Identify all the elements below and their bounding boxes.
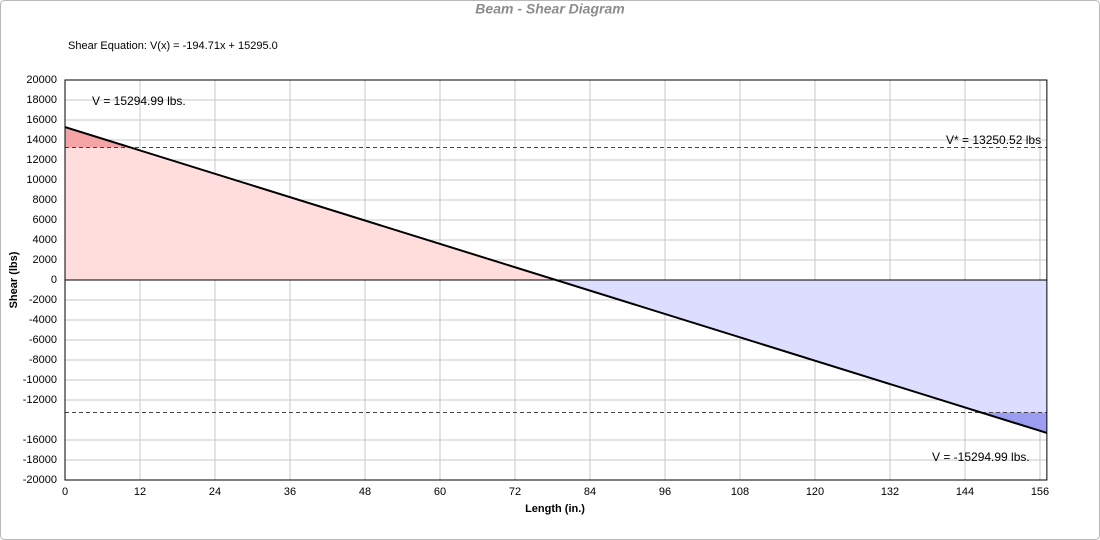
plot-border [64,79,1048,481]
y-tick-label: 6000 [33,214,57,226]
x-tick-label: 48 [359,486,371,498]
chart-title: Beam - Shear Diagram [475,1,624,17]
x-tick-label: 96 [659,486,671,498]
y-tick-label: 14000 [26,134,57,146]
y-tick-label: -2000 [29,294,57,306]
x-tick-label: 0 [62,486,68,498]
x-tick-label: 12 [134,486,146,498]
y-axis-label: Shear (lbs) [8,251,20,308]
x-tick-label: 60 [434,486,446,498]
shear-line [64,126,1048,434]
y-tick-label: 0 [51,274,57,286]
y-tick-label: -10000 [23,374,57,386]
y-tick-label: 20000 [26,74,57,86]
y-tick-label: -12000 [23,394,57,406]
y-tick-label: -8000 [29,354,57,366]
y-tick-label: 16000 [26,114,57,126]
y-tick-label: 2000 [33,254,57,266]
y-tick-label: -6000 [29,334,57,346]
x-tick-label: 132 [881,486,899,498]
y-tick-label: -4000 [29,314,57,326]
exceed-positive-area [65,127,131,148]
annotation: V = -15294.99 lbs. [932,450,1030,464]
annotation: V* = 13250.52 lbs [946,133,1041,147]
y-tick-label: 18000 [26,94,57,106]
x-tick-label: 156 [1031,486,1049,498]
x-tick-label: 72 [509,486,521,498]
annotation: V = 15294.99 lbs. [92,94,186,108]
y-tick-label: 12000 [26,154,57,166]
x-tick-label: 144 [956,486,974,498]
x-tick-label: 36 [284,486,296,498]
x-axis-label: Length (in.) [525,503,585,515]
y-tick-label: 8000 [33,194,57,206]
y-tick-label: -18000 [23,454,57,466]
y-tick-label: 10000 [26,174,57,186]
x-tick-label: 24 [209,486,221,498]
y-tick-label: -20000 [23,474,57,486]
x-tick-label: 108 [731,486,749,498]
x-tick-label: 120 [806,486,824,498]
y-tick-label: 4000 [33,234,57,246]
x-tick-label: 84 [584,486,596,498]
y-tick-label: -16000 [23,434,57,446]
subtitle: Shear Equation: V(x) = -194.71x + 15295.… [68,40,278,52]
